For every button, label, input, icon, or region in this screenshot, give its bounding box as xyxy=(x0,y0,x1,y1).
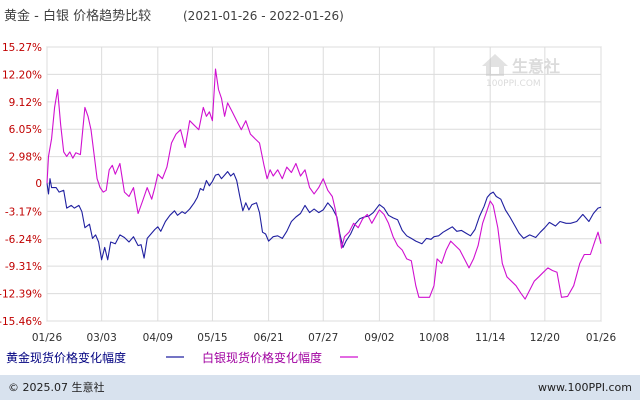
watermark-site: 100PPI.COM xyxy=(486,79,541,89)
y-tick-label: 9.12% xyxy=(9,97,42,109)
y-tick-label: -6.24% xyxy=(5,234,42,246)
watermark-brand: 生意社 xyxy=(512,57,560,76)
x-tick-label: 11/14 xyxy=(475,332,506,344)
chart-title: 黄金 - 白银 价格趋势比较 xyxy=(4,8,151,24)
y-tick-label: 12.20% xyxy=(2,69,42,81)
x-tick-label: 09/02 xyxy=(364,332,394,344)
x-tick-label: 06/21 xyxy=(253,332,283,344)
house-icon xyxy=(482,54,508,76)
footer-url[interactable]: www.100PPI.com xyxy=(538,381,632,394)
footer-bar xyxy=(0,375,640,400)
plot-area xyxy=(46,46,602,322)
legend-label-gold: 黄金现货价格变化幅度 xyxy=(6,350,126,365)
gridlines xyxy=(46,46,602,322)
x-tick-label: 10/08 xyxy=(419,332,449,344)
y-tick-label: -15.46% xyxy=(0,316,42,328)
series-group xyxy=(46,68,602,300)
x-tick-label: 03/03 xyxy=(87,332,117,344)
watermark-logo: 生意社 100PPI.COM xyxy=(482,54,560,89)
series-line-gold xyxy=(46,171,602,261)
y-tick-label: 2.98% xyxy=(9,152,42,164)
x-tick-label: 05/15 xyxy=(197,332,227,344)
legend: 黄金现货价格变化幅度 白银现货价格变化幅度 xyxy=(6,350,358,365)
y-tick-label: -3.17% xyxy=(5,206,42,218)
series-line-silver xyxy=(46,68,602,300)
house-window-icon xyxy=(491,67,499,74)
x-axis: 01/26 03/03 04/09 05/15 06/21 07/27 09/02 10/08… xyxy=(32,332,617,344)
y-tick-label: 6.05% xyxy=(9,124,42,136)
y-tick-label: 0 xyxy=(35,178,42,190)
y-tick-label: 15.27% xyxy=(2,42,42,54)
chart-date-range: (2021-01-26 - 2022-01-26) xyxy=(183,9,344,23)
footer-copyright: © 2025.07 生意社 xyxy=(8,380,104,394)
x-tick-label: 07/27 xyxy=(308,332,338,344)
y-tick-label: -9.31% xyxy=(5,261,42,273)
x-tick-label: 01/26 xyxy=(586,332,617,344)
legend-label-silver: 白银现货价格变化幅度 xyxy=(202,350,322,365)
y-axis: 15.27% 12.20% 9.12% 6.05% 2.98% 0 -3.17% -6.24%… xyxy=(0,42,42,328)
y-tick-label: -12.39% xyxy=(0,289,42,301)
x-tick-label: 01/26 xyxy=(32,332,63,344)
x-tick-label: 04/09 xyxy=(143,332,173,344)
x-tick-label: 12/20 xyxy=(530,332,560,344)
